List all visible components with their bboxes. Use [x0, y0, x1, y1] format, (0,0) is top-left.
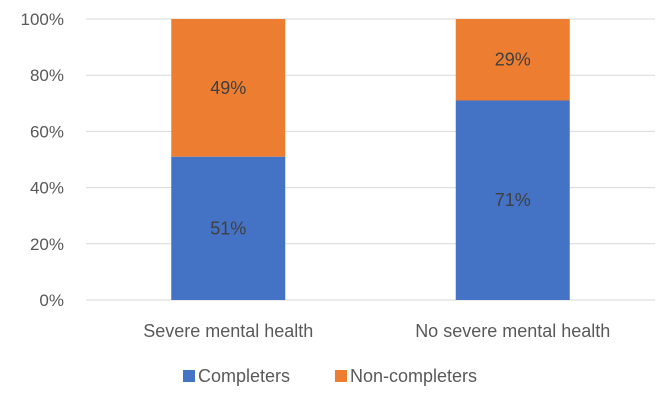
y-tick-label: 100% [21, 10, 64, 29]
x-axis: Severe mental health No severe mental hea… [143, 321, 610, 341]
y-axis: 0% 20% 40% 60% 80% 100% [21, 10, 64, 310]
y-tick-label: 0% [39, 291, 64, 310]
legend-swatch [183, 370, 195, 382]
y-tick-label: 80% [30, 66, 64, 85]
legend-swatch [335, 370, 347, 382]
data-label: 29% [495, 50, 531, 70]
bar-segment-non-completers [171, 19, 286, 157]
y-tick-label: 60% [30, 122, 64, 141]
legend-label: Completers [198, 366, 290, 386]
y-tick-label: 40% [30, 179, 64, 198]
y-tick-label: 20% [30, 235, 64, 254]
data-label: 71% [495, 190, 531, 210]
bar-segment-non-completers [455, 19, 570, 101]
data-labels: 51% 49% 71% 29% [210, 50, 531, 239]
bar-segment-completers [455, 100, 570, 301]
bar-segment-completers [171, 156, 286, 300]
x-category-label: Severe mental health [143, 321, 313, 341]
legend-label: Non-completers [350, 366, 477, 386]
legend: Completers Non-completers [183, 366, 477, 386]
data-label: 49% [210, 78, 246, 98]
data-label: 51% [210, 218, 246, 238]
x-category-label: No severe mental health [415, 321, 610, 341]
bars [171, 19, 570, 301]
